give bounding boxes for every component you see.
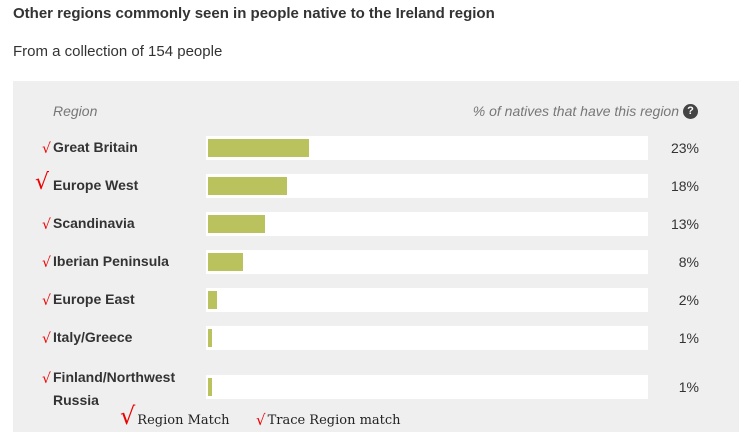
category-label: Great Britain: [53, 139, 138, 155]
bar: [208, 215, 265, 233]
bar-track: [206, 288, 648, 312]
category-label: Italy/Greece: [53, 329, 133, 345]
trace-region-match-check-icon: √: [42, 255, 51, 271]
trace-region-match-check-icon: √: [42, 217, 51, 233]
region-match-check-icon: √: [120, 402, 136, 430]
value-label: 1%: [678, 379, 699, 395]
category-label: Iberian Peninsula: [53, 253, 169, 269]
legend: √ Region Match √ Trace Region match: [0, 404, 742, 432]
bar-track: [206, 326, 648, 350]
chart-row: √ Italy/Greece 1%: [13, 326, 739, 364]
trace-region-match-check-icon: √: [256, 411, 266, 429]
bar: [208, 329, 213, 347]
bar: [208, 253, 244, 271]
chart-row: √ Europe West 18%: [13, 170, 739, 212]
trace-region-match-check-icon: √: [42, 141, 51, 157]
bar-track: [206, 212, 648, 236]
category-label: Europe West: [53, 177, 139, 193]
chart-row: √ Scandinavia 13%: [13, 212, 739, 250]
chart-row: √ Finland/Northwest Russia 1%: [13, 366, 739, 408]
value-label: 13%: [670, 216, 699, 232]
chart-row: √ Great Britain 23%: [13, 136, 739, 174]
legend-region-match-label: Region Match: [137, 413, 230, 428]
bar: [208, 177, 287, 195]
bar: [208, 291, 217, 309]
category-label: Scandinavia: [53, 215, 135, 231]
bar: [208, 139, 309, 157]
bar-track: [206, 174, 648, 198]
value-label: 8%: [678, 254, 699, 270]
category-label: Finland/Northwest Russia: [53, 369, 176, 408]
bar: [208, 378, 213, 396]
category-label: Europe East: [53, 291, 135, 307]
trace-region-match-check-icon: √: [42, 371, 51, 387]
bar-track: [206, 375, 648, 399]
help-icon[interactable]: ?: [683, 103, 698, 119]
value-label: 1%: [678, 330, 699, 346]
region-match-check-icon: √: [35, 170, 50, 195]
chart-panel: Region % of natives that have this regio…: [13, 81, 739, 432]
trace-region-match-check-icon: √: [42, 293, 51, 309]
page-title: Other regions commonly seen in people na…: [13, 5, 495, 22]
trace-region-match-check-icon: √: [42, 331, 51, 347]
value-label: 2%: [678, 292, 699, 308]
chart-row: √ Iberian Peninsula 8%: [13, 250, 739, 288]
region-column-header: Region: [53, 103, 98, 119]
percent-column-header: % of natives that have this region ?: [473, 103, 698, 119]
percent-column-header-label: % of natives that have this region: [472, 103, 679, 119]
legend-trace-region-match: √ Trace Region match: [256, 411, 401, 429]
legend-trace-region-match-label: Trace Region match: [267, 413, 401, 428]
bar-track: [206, 136, 648, 160]
chart-row: √ Europe East 2%: [13, 288, 739, 326]
page-subtitle: From a collection of 154 people: [13, 43, 223, 60]
value-label: 23%: [670, 140, 699, 156]
bar-track: [206, 250, 648, 274]
legend-region-match: √ Region Match: [120, 404, 230, 428]
value-label: 18%: [670, 178, 699, 194]
